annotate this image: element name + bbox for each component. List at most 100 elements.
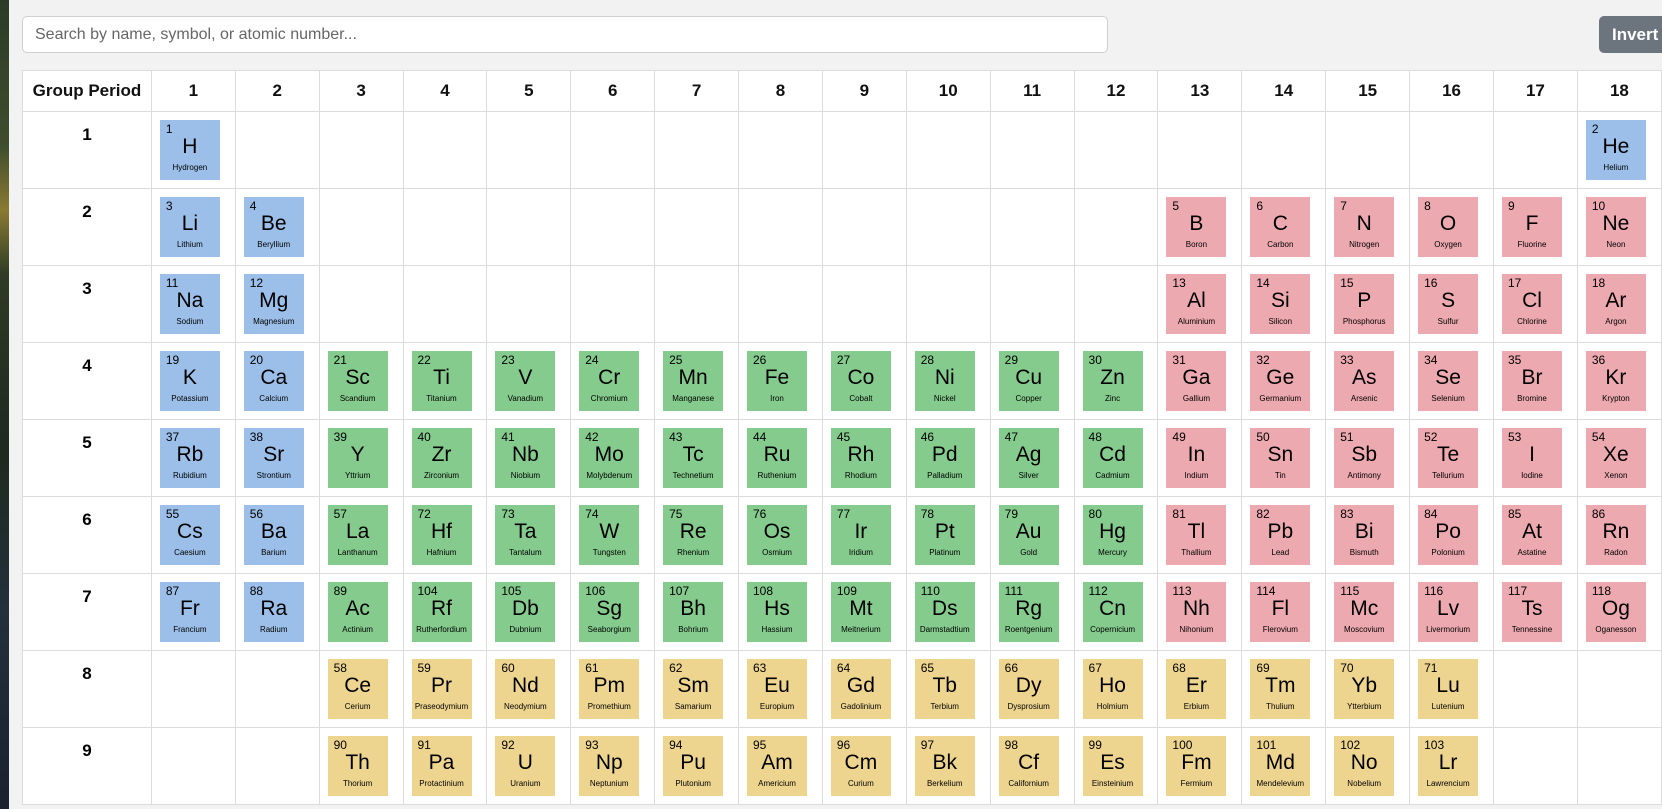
element-tile[interactable]: 66 Dy Dysprosium bbox=[998, 659, 1059, 719]
element-tile[interactable]: 6 C Carbon bbox=[1250, 197, 1311, 257]
element-tile[interactable]: 7 N Nitrogen bbox=[1334, 197, 1395, 257]
element-tile[interactable]: 89 Ac Actinium bbox=[327, 582, 388, 642]
element-tile[interactable]: 44 Ru Ruthenium bbox=[747, 428, 807, 488]
element-tile[interactable]: 60 Nd Neodymium bbox=[495, 659, 556, 719]
element-tile[interactable]: 63 Eu Europium bbox=[747, 659, 807, 719]
element-tile[interactable]: 73 Ta Tantalum bbox=[495, 505, 556, 565]
element-tile[interactable]: 94 Pu Plutonium bbox=[663, 736, 724, 796]
element-tile[interactable]: 31 Ga Gallium bbox=[1166, 351, 1227, 411]
element-tile[interactable]: 99 Es Einsteinium bbox=[1082, 736, 1143, 796]
element-tile[interactable]: 43 Tc Technetium bbox=[663, 428, 724, 488]
element-tile[interactable]: 97 Bk Berkelium bbox=[914, 736, 975, 796]
element-tile[interactable]: 70 Yb Ytterbium bbox=[1334, 659, 1395, 719]
search-input[interactable] bbox=[22, 16, 1108, 53]
element-tile[interactable]: 38 Sr Strontium bbox=[243, 428, 304, 488]
element-tile[interactable]: 24 Cr Chromium bbox=[579, 351, 640, 411]
element-tile[interactable]: 39 Y Yttrium bbox=[327, 428, 388, 488]
element-tile[interactable]: 55 Cs Caesium bbox=[159, 505, 220, 565]
element-tile[interactable]: 26 Fe Iron bbox=[747, 351, 807, 411]
element-tile[interactable]: 91 Pa Protactinium bbox=[411, 736, 472, 796]
element-tile[interactable]: 75 Re Rhenium bbox=[663, 505, 724, 565]
element-tile[interactable]: 68 Er Erbium bbox=[1166, 659, 1227, 719]
element-tile[interactable]: 117 Ts Tennessine bbox=[1501, 582, 1562, 642]
element-tile[interactable]: 80 Hg Mercury bbox=[1082, 505, 1143, 565]
element-tile[interactable]: 77 Ir Iridium bbox=[830, 505, 891, 565]
element-tile[interactable]: 110 Ds Darmstadtium bbox=[914, 582, 975, 642]
element-tile[interactable]: 72 Hf Hafnium bbox=[411, 505, 472, 565]
element-tile[interactable]: 103 Lr Lawrencium bbox=[1418, 736, 1479, 796]
element-tile[interactable]: 90 Th Thorium bbox=[327, 736, 388, 796]
element-tile[interactable]: 116 Lv Livermorium bbox=[1418, 582, 1479, 642]
element-tile[interactable]: 51 Sb Antimony bbox=[1334, 428, 1395, 488]
element-tile[interactable]: 101 Md Mendelevium bbox=[1250, 736, 1311, 796]
element-tile[interactable]: 92 U Uranium bbox=[495, 736, 556, 796]
element-tile[interactable]: 76 Os Osmium bbox=[747, 505, 807, 565]
element-tile[interactable]: 56 Ba Barium bbox=[243, 505, 304, 565]
element-tile[interactable]: 32 Ge Germanium bbox=[1250, 351, 1311, 411]
element-tile[interactable]: 81 Tl Thallium bbox=[1166, 505, 1227, 565]
element-tile[interactable]: 14 Si Silicon bbox=[1250, 274, 1311, 334]
invert-button[interactable]: Invert bbox=[1599, 16, 1662, 53]
element-tile[interactable]: 11 Na Sodium bbox=[159, 274, 220, 334]
element-tile[interactable]: 71 Lu Lutenium bbox=[1418, 659, 1479, 719]
element-tile[interactable]: 40 Zr Zirconium bbox=[411, 428, 472, 488]
element-tile[interactable]: 45 Rh Rhodium bbox=[830, 428, 891, 488]
element-tile[interactable]: 87 Fr Francium bbox=[159, 582, 220, 642]
element-tile[interactable]: 23 V Vanadium bbox=[495, 351, 556, 411]
element-tile[interactable]: 65 Tb Terbium bbox=[914, 659, 975, 719]
element-tile[interactable]: 47 Ag Silver bbox=[998, 428, 1059, 488]
element-tile[interactable]: 10 Ne Neon bbox=[1585, 197, 1646, 257]
element-tile[interactable]: 46 Pd Palladium bbox=[914, 428, 975, 488]
element-tile[interactable]: 20 Ca Calcium bbox=[243, 351, 304, 411]
element-tile[interactable]: 102 No Nobelium bbox=[1334, 736, 1395, 796]
element-tile[interactable]: 16 S Sulfur bbox=[1418, 274, 1479, 334]
element-tile[interactable]: 96 Cm Curium bbox=[830, 736, 891, 796]
element-tile[interactable]: 118 Og Oganesson bbox=[1585, 582, 1646, 642]
element-tile[interactable]: 104 Rf Rutherfordium bbox=[411, 582, 472, 642]
element-tile[interactable]: 106 Sg Seaborgium bbox=[579, 582, 640, 642]
element-tile[interactable]: 62 Sm Samarium bbox=[663, 659, 724, 719]
element-tile[interactable]: 74 W Tungsten bbox=[579, 505, 640, 565]
element-tile[interactable]: 64 Gd Gadolinium bbox=[830, 659, 891, 719]
element-tile[interactable]: 9 F Fluorine bbox=[1501, 197, 1562, 257]
element-tile[interactable]: 52 Te Tellurium bbox=[1418, 428, 1479, 488]
element-tile[interactable]: 78 Pt Platinum bbox=[914, 505, 975, 565]
element-tile[interactable]: 37 Rb Rubidium bbox=[159, 428, 220, 488]
element-tile[interactable]: 1 H Hydrogen bbox=[159, 120, 220, 180]
element-tile[interactable]: 30 Zn Zinc bbox=[1082, 351, 1143, 411]
element-tile[interactable]: 5 B Boron bbox=[1166, 197, 1227, 257]
element-tile[interactable]: 114 Fl Flerovium bbox=[1250, 582, 1311, 642]
element-tile[interactable]: 33 As Arsenic bbox=[1334, 351, 1395, 411]
element-tile[interactable]: 35 Br Bromine bbox=[1501, 351, 1562, 411]
element-tile[interactable]: 79 Au Gold bbox=[998, 505, 1059, 565]
element-tile[interactable]: 42 Mo Molybdenum bbox=[579, 428, 640, 488]
element-tile[interactable]: 100 Fm Fermium bbox=[1166, 736, 1227, 796]
element-tile[interactable]: 29 Cu Copper bbox=[998, 351, 1059, 411]
element-tile[interactable]: 19 K Potassium bbox=[159, 351, 220, 411]
element-tile[interactable]: 36 Kr Krypton bbox=[1585, 351, 1646, 411]
element-tile[interactable]: 53 I Iodine bbox=[1501, 428, 1562, 488]
element-tile[interactable]: 86 Rn Radon bbox=[1585, 505, 1646, 565]
element-tile[interactable]: 69 Tm Thulium bbox=[1250, 659, 1311, 719]
element-tile[interactable]: 41 Nb Niobium bbox=[495, 428, 556, 488]
element-tile[interactable]: 13 Al Aluminium bbox=[1166, 274, 1227, 334]
element-tile[interactable]: 98 Cf Californium bbox=[998, 736, 1059, 796]
element-tile[interactable]: 57 La Lanthanum bbox=[327, 505, 388, 565]
element-tile[interactable]: 21 Sc Scandium bbox=[327, 351, 388, 411]
element-tile[interactable]: 4 Be Beryllium bbox=[243, 197, 304, 257]
element-tile[interactable]: 59 Pr Praseodymium bbox=[411, 659, 472, 719]
element-tile[interactable]: 95 Am Americium bbox=[747, 736, 807, 796]
element-tile[interactable]: 17 Cl Chlorine bbox=[1501, 274, 1562, 334]
element-tile[interactable]: 105 Db Dubnium bbox=[495, 582, 556, 642]
element-tile[interactable]: 2 He Helium bbox=[1585, 120, 1646, 180]
element-tile[interactable]: 113 Nh Nihonium bbox=[1166, 582, 1227, 642]
element-tile[interactable]: 108 Hs Hassium bbox=[747, 582, 807, 642]
element-tile[interactable]: 49 In Indium bbox=[1166, 428, 1227, 488]
element-tile[interactable]: 82 Pb Lead bbox=[1250, 505, 1311, 565]
element-tile[interactable]: 15 P Phosphorus bbox=[1334, 274, 1395, 334]
element-tile[interactable]: 84 Po Polonium bbox=[1418, 505, 1479, 565]
element-tile[interactable]: 28 Ni Nickel bbox=[914, 351, 975, 411]
element-tile[interactable]: 58 Ce Cerium bbox=[327, 659, 388, 719]
element-tile[interactable]: 107 Bh Bohrium bbox=[663, 582, 724, 642]
element-tile[interactable]: 50 Sn Tin bbox=[1250, 428, 1311, 488]
